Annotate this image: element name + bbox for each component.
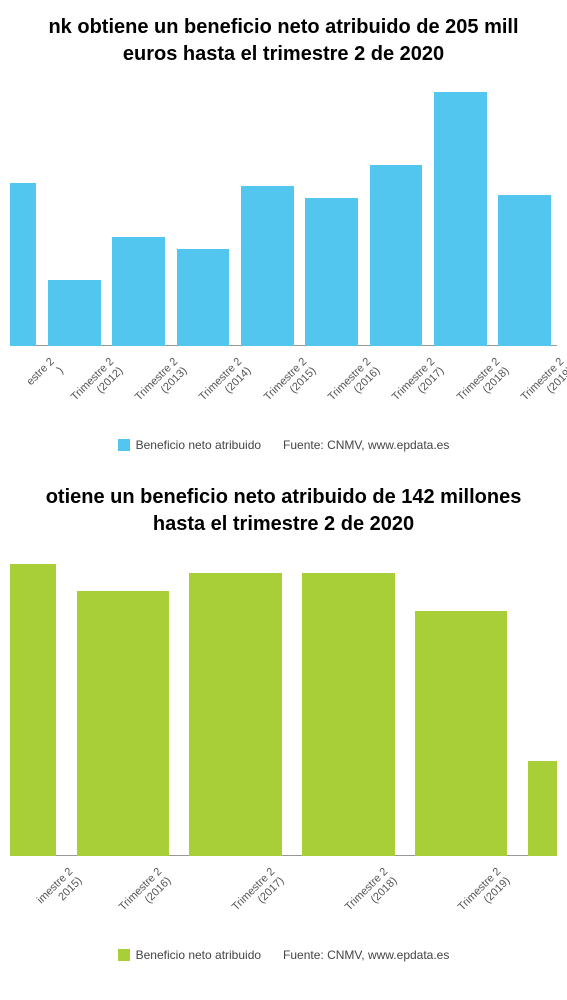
x-label-text: Trimestre 2 (2013) <box>133 356 190 413</box>
chart-title-line1: otiene un beneficio neto atribuido de 14… <box>6 484 561 511</box>
legend-label: Beneficio neto atribuido <box>136 438 261 452</box>
x-label: imestre 2 2015) <box>10 860 66 885</box>
x-label-text: Trimestre 2 (2018) <box>455 356 512 413</box>
legend: Beneficio neto atribuido Fuente: CNMV, ww… <box>0 946 567 980</box>
x-axis-labels-row: imestre 2 2015)Trimestre 2 (2016)Trimest… <box>10 860 557 885</box>
chart-title: nk obtiene un beneficio neto atribuido d… <box>0 0 567 72</box>
bars-container <box>10 92 557 346</box>
bar <box>434 92 487 346</box>
bar <box>10 564 56 856</box>
x-label: estre 2 ) <box>10 350 42 375</box>
bar <box>10 183 36 346</box>
legend-item: Beneficio neto atribuido <box>118 948 261 962</box>
legend: Beneficio neto atribuido Fuente: CNMV, ww… <box>0 436 567 470</box>
bar-slot <box>405 611 518 856</box>
bar <box>305 198 358 346</box>
x-label-text: Trimestre 2 (2019) <box>519 356 567 413</box>
bar-slot <box>66 591 179 856</box>
bar <box>528 761 557 856</box>
bar-slot <box>235 186 299 346</box>
bar-slot <box>518 761 557 856</box>
x-label-text: Trimestre 2 (2012) <box>69 356 126 413</box>
chart-title-line2: hasta el trimestre 2 de 2020 <box>6 511 561 538</box>
bars-container <box>10 564 557 856</box>
bar <box>77 591 169 856</box>
plot-area <box>10 86 557 346</box>
legend-swatch <box>118 949 130 961</box>
bar-slot <box>107 237 171 346</box>
x-label-text: Trimestre 2 (2015) <box>262 356 319 413</box>
x-label-text <box>543 866 561 884</box>
x-label-text: Trimestre 2 (2018) <box>343 866 400 923</box>
x-label-text: Trimestre 2 (2016) <box>326 356 383 413</box>
bar <box>302 573 394 856</box>
chart-block-1: otiene un beneficio neto atribuido de 14… <box>0 470 567 980</box>
bar <box>189 573 281 856</box>
legend-source: Fuente: CNMV, www.epdata.es <box>283 948 449 962</box>
chart-title-line1: nk obtiene un beneficio neto atribuido d… <box>6 14 561 41</box>
chart-block-0: nk obtiene un beneficio neto atribuido d… <box>0 0 567 470</box>
legend-source: Fuente: CNMV, www.epdata.es <box>283 438 449 452</box>
bar-slot <box>493 195 557 346</box>
bar <box>48 280 101 347</box>
bar <box>241 186 294 346</box>
bar-slot <box>300 198 364 346</box>
plot-area <box>10 556 557 856</box>
bar-slot <box>42 280 106 347</box>
x-label: Trimestre 2 (2019) <box>405 860 518 885</box>
chart-title-line2: euros hasta el trimestre 2 de 2020 <box>6 41 561 68</box>
x-label <box>518 860 557 885</box>
legend-item: Beneficio neto atribuido <box>118 438 261 452</box>
x-axis-labels: estre 2 )Trimestre 2 (2012)Trimestre 2 (… <box>10 346 557 436</box>
bar <box>498 195 551 346</box>
x-label-text: Trimestre 2 (2019) <box>455 866 512 923</box>
x-label-text: Trimestre 2 (2016) <box>117 866 174 923</box>
bar-slot <box>292 573 405 856</box>
legend-label: Beneficio neto atribuido <box>136 948 261 962</box>
chart-title: otiene un beneficio neto atribuido de 14… <box>0 470 567 542</box>
x-axis-labels-row: estre 2 )Trimestre 2 (2012)Trimestre 2 (… <box>10 350 557 375</box>
bar-slot <box>179 573 292 856</box>
bar-slot <box>10 564 66 856</box>
legend-swatch <box>118 439 130 451</box>
x-label-text: Trimestre 2 (2017) <box>230 866 287 923</box>
bar <box>177 249 230 346</box>
bar-slot <box>428 92 492 346</box>
bar <box>370 165 423 346</box>
bar <box>112 237 165 346</box>
bar-slot <box>364 165 428 346</box>
bar-slot <box>10 183 42 346</box>
bar <box>415 611 507 856</box>
bar-slot <box>171 249 235 346</box>
x-axis-labels: imestre 2 2015)Trimestre 2 (2016)Trimest… <box>10 856 557 946</box>
x-label: Trimestre 2 (2018) <box>292 860 405 885</box>
x-label: Trimestre 2 (2017) <box>179 860 292 885</box>
